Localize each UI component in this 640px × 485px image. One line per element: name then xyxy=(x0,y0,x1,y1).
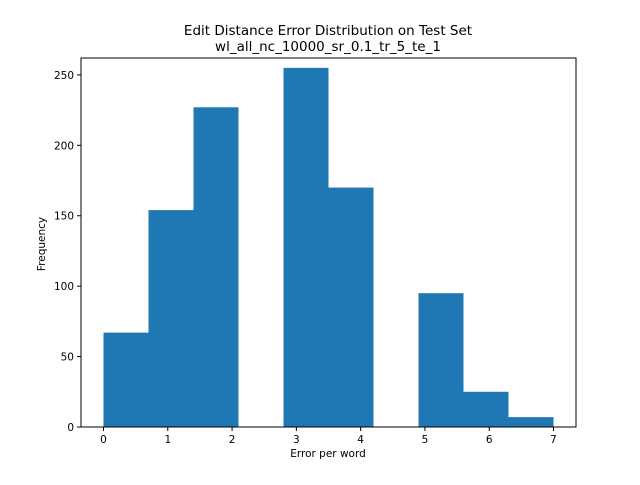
x-tick-label: 0 xyxy=(100,434,107,446)
x-tick-label: 6 xyxy=(486,434,493,446)
y-tick-label: 100 xyxy=(54,281,74,293)
x-tick-label: 5 xyxy=(422,434,429,446)
histogram-bar-5 xyxy=(328,187,374,427)
y-axis-label: Frequency xyxy=(36,217,48,271)
histogram-bar-2 xyxy=(193,107,239,427)
x-tick-label: 4 xyxy=(357,434,364,446)
y-tick-label: 250 xyxy=(54,70,74,82)
chart-subtitle: wl_all_nc_10000_sr_0.1_tr_5_te_1 xyxy=(215,39,441,55)
x-tick-label: 2 xyxy=(229,434,236,446)
histogram-bar-9 xyxy=(508,417,554,427)
x-axis-ticks: 0 1 2 3 4 5 6 7 xyxy=(100,427,557,446)
histogram-bar-1 xyxy=(148,210,194,427)
y-axis-ticks: 0 50 100 150 200 250 xyxy=(54,70,81,434)
y-tick-label: 150 xyxy=(54,211,74,223)
x-tick-label: 3 xyxy=(293,434,300,446)
chart-title: Edit Distance Error Distribution on Test… xyxy=(184,23,472,39)
x-tick-label: 1 xyxy=(164,434,171,446)
histogram-bar-8 xyxy=(463,391,509,427)
x-axis-label: Error per word xyxy=(290,448,366,460)
histogram-bar-0 xyxy=(103,332,149,427)
plot-area-frame xyxy=(80,57,577,428)
x-tick-label: 7 xyxy=(550,434,557,446)
histogram-bar-4 xyxy=(283,67,329,428)
histogram-bar-7 xyxy=(418,293,464,427)
y-tick-label: 200 xyxy=(54,140,74,152)
bars-layer xyxy=(103,67,554,428)
y-tick-label: 0 xyxy=(67,422,74,434)
y-tick-label: 50 xyxy=(61,352,74,364)
